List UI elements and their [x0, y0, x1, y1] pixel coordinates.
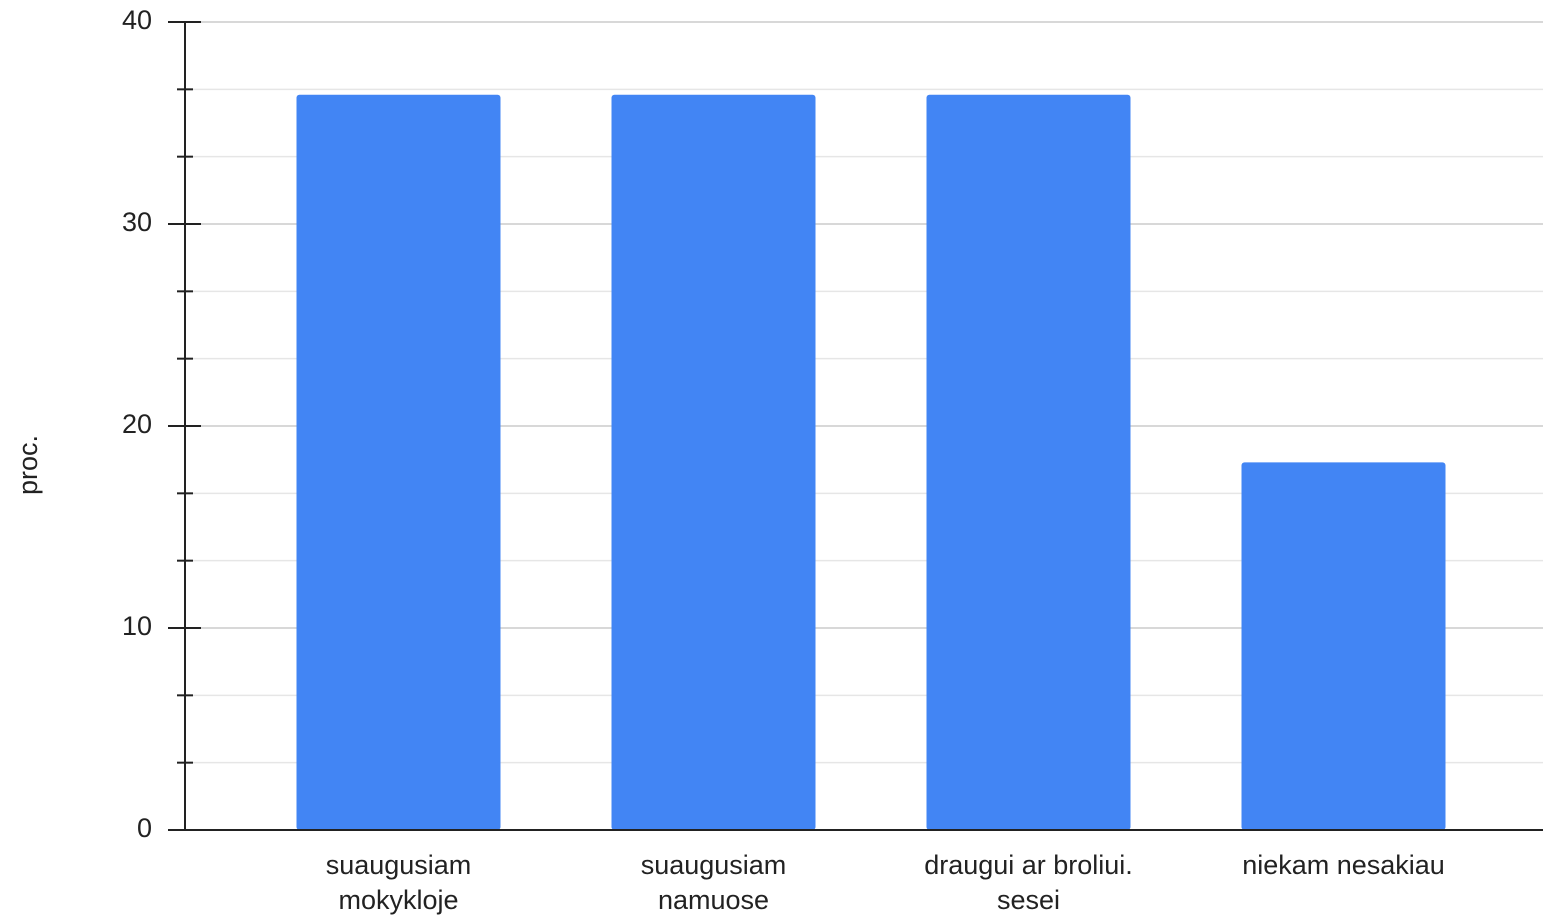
bar [611, 94, 816, 831]
y-tick-label: 30 [122, 207, 152, 237]
bar [296, 94, 501, 831]
y-tick-label: 10 [122, 611, 152, 641]
x-tick-label: suaugusiam mokykloje [325, 850, 472, 915]
x-tick-label: niekam nesakiau [1242, 850, 1445, 880]
y-tick-label: 40 [122, 5, 152, 35]
bar [926, 94, 1131, 831]
bar [1241, 462, 1446, 830]
y-tick-label: 20 [122, 409, 152, 439]
x-tick-label: draugui ar broliui. sesei [924, 850, 1133, 915]
y-axis-label: proc. [13, 435, 43, 495]
y-tick-label: 0 [137, 813, 152, 843]
x-tick-label: suaugusiam namuose [640, 850, 787, 915]
